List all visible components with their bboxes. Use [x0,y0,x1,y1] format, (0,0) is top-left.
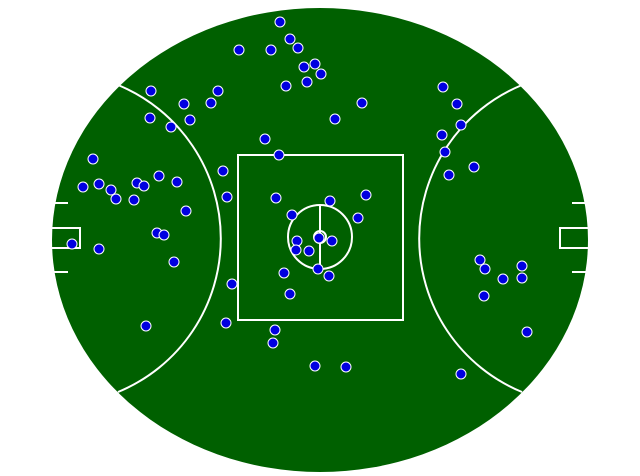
point [221,191,233,203]
point [455,368,467,380]
point [356,97,368,109]
point [340,361,352,373]
point [309,58,321,70]
point [286,209,298,221]
left-arc [117,84,222,393]
point [87,153,99,165]
point [105,184,117,196]
point [217,165,229,177]
point [128,194,140,206]
point [437,81,449,93]
point [158,229,170,241]
point [521,326,533,338]
right-arc [418,84,523,393]
point [324,195,336,207]
point [326,235,338,247]
point [265,44,277,56]
point [77,181,89,193]
point [180,205,192,217]
point [212,85,224,97]
point [292,42,304,54]
point [168,256,180,268]
point [451,98,463,110]
point [516,272,528,284]
point [267,337,279,349]
point [309,360,321,372]
point [184,114,196,126]
point [323,270,335,282]
point [436,129,448,141]
point [144,112,156,124]
point [313,232,325,244]
point [439,146,451,158]
point [165,121,177,133]
point [226,278,238,290]
point [278,267,290,279]
centre-square [237,154,404,321]
point [110,193,122,205]
point [220,317,232,329]
point [259,133,271,145]
point [153,170,165,182]
right-goal-square [559,227,588,249]
point [145,85,157,97]
point [171,176,183,188]
point [315,68,327,80]
point [284,33,296,45]
point [269,324,281,336]
point [273,149,285,161]
point [443,169,455,181]
point [270,192,282,204]
point [352,212,364,224]
point [284,288,296,300]
point [298,61,310,73]
point [478,290,490,302]
point [360,189,372,201]
point [274,16,286,28]
point [497,273,509,285]
point [233,44,245,56]
point [479,263,491,275]
point [312,263,324,275]
point [516,260,528,272]
point [303,245,315,257]
point [138,180,150,192]
point [474,254,486,266]
point [301,76,313,88]
points [66,16,533,380]
point [205,97,217,109]
point [140,320,152,332]
left-goal-square [52,227,81,249]
point [329,113,341,125]
point [66,238,78,250]
point [291,235,303,247]
point [178,98,190,110]
point [280,80,292,92]
point [93,243,105,255]
point [455,119,467,131]
point [468,161,480,173]
point [93,178,105,190]
point [290,244,302,256]
